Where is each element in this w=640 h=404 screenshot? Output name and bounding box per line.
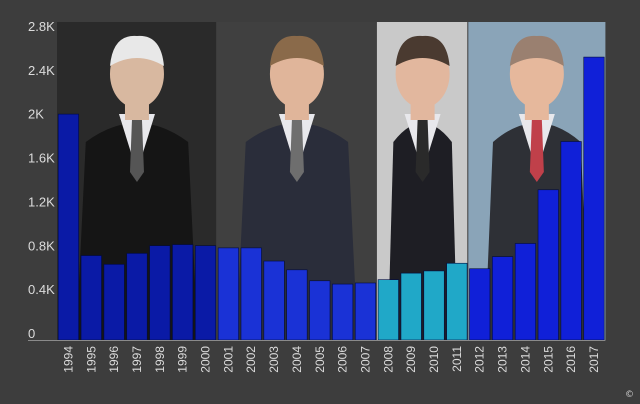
y-tick-label: 2.8K (28, 19, 55, 34)
x-axis-ticks: 1994 1995 1996 1997 1998 1999 2000 2001 2002 2003… (61, 346, 601, 373)
x-tick-label: 2012 (473, 346, 487, 373)
bar-2007 (354, 282, 377, 341)
y-tick-label: 2.4K (28, 63, 55, 78)
bar-2016 (560, 141, 582, 341)
y-tick-label: 1.2K (28, 194, 55, 209)
y-tick-label: 0.4K (28, 282, 55, 297)
hair-shape (269, 35, 324, 66)
bar-2002 (240, 247, 262, 341)
y-tick-label: 0.8K (28, 238, 55, 253)
bar-1995 (80, 255, 102, 341)
x-tick-label: 1997 (130, 346, 144, 373)
x-tick-label: 2010 (427, 346, 441, 373)
copyright-mark: © (625, 390, 634, 400)
x-tick-label: 2004 (290, 346, 304, 373)
x-tick-label: 1994 (61, 346, 75, 373)
x-tick-label: 2015 (541, 346, 555, 373)
y-tick-label: 1.6K (28, 151, 55, 166)
bar-2006 (332, 283, 354, 341)
bar-2003 (263, 260, 285, 341)
x-tick-label: 2007 (358, 346, 372, 373)
bar-2015 (537, 189, 559, 341)
bar-1998 (149, 245, 171, 341)
x-tick-label: 2016 (564, 346, 578, 373)
bar-2012 (469, 268, 491, 341)
bar-2014 (514, 243, 536, 341)
tie-shape (529, 120, 544, 182)
x-tick-label: 2008 (381, 346, 395, 373)
bar-2013 (492, 256, 514, 341)
x-tick-label: 2011 (450, 346, 464, 372)
bar-series (57, 56, 605, 341)
x-tick-label: 2003 (267, 346, 281, 373)
hair-shape (109, 35, 164, 66)
hair-shape (395, 35, 450, 66)
tie-shape (289, 120, 304, 182)
bar-2011 (446, 262, 468, 341)
bar-1999 (172, 244, 194, 341)
x-tick-label: 1995 (84, 346, 98, 373)
x-tick-label: 2009 (404, 346, 418, 373)
bar-2004 (286, 269, 308, 341)
bar-2008 (377, 279, 399, 341)
bar-2001 (217, 247, 239, 341)
y-tick-label: 0 (28, 326, 35, 341)
x-tick-label: 2017 (587, 346, 601, 373)
x-tick-label: 2006 (336, 346, 350, 373)
bar-1997 (126, 253, 148, 341)
hair-shape (509, 35, 564, 66)
bar-2005 (309, 280, 331, 341)
x-tick-label: 1996 (107, 346, 121, 373)
x-tick-label: 2005 (313, 346, 327, 373)
x-tick-label: 1999 (176, 346, 190, 373)
y-axis-ticks: 0 0.4K 0.8K 1.2K 1.6K 2K 2.4K 2.8K (28, 19, 55, 341)
x-tick-label: 2013 (496, 346, 510, 373)
x-tick-label: 2001 (221, 346, 235, 373)
tie-shape (129, 120, 144, 182)
x-tick-label: 2000 (199, 346, 213, 373)
x-tick-label: 2002 (244, 346, 258, 373)
x-tick-label: 1998 (153, 346, 167, 373)
bar-1994 (57, 113, 79, 341)
tie-shape (415, 120, 430, 182)
y-tick-label: 2K (28, 107, 44, 122)
bar-2009 (400, 272, 422, 341)
bar-2017 (583, 56, 605, 341)
x-tick-label: 2014 (518, 346, 532, 373)
bar-1996 (103, 264, 125, 341)
bar-2010 (423, 270, 445, 341)
bar-2000 (195, 245, 217, 341)
